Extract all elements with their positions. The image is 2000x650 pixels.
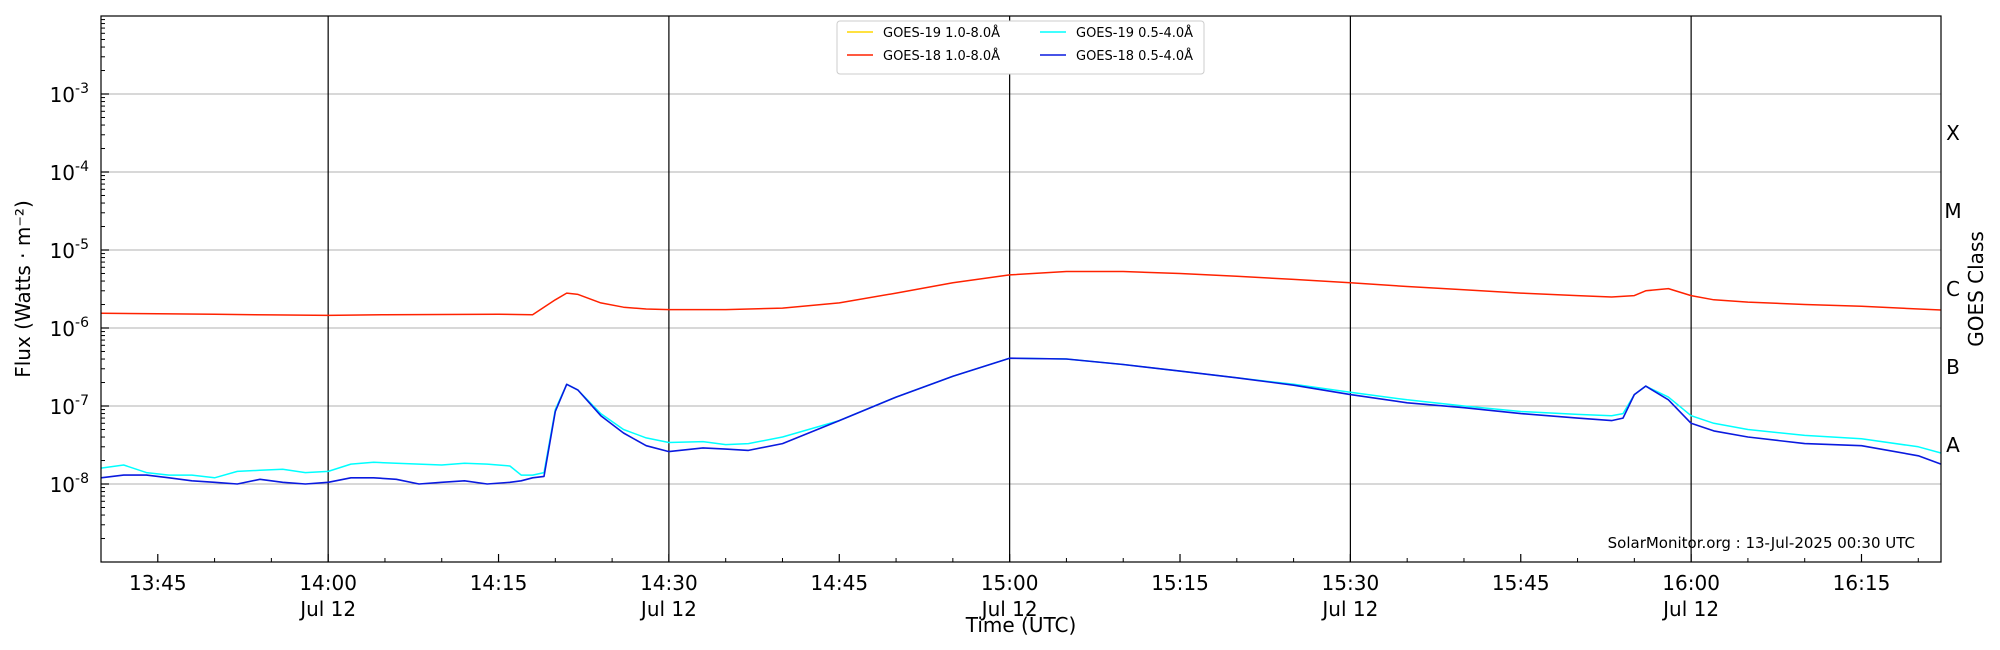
y-tick-base: 10 (50, 473, 75, 497)
x-tick-label: 16:15 (1833, 571, 1891, 595)
goes-class-label: A (1946, 433, 1960, 457)
y-tick-base: 10 (50, 317, 75, 341)
x-tick-date-label: Jul 12 (1320, 597, 1378, 621)
goes-class-label: C (1946, 277, 1960, 301)
x-tick-label: 14:45 (810, 571, 868, 595)
goes-class-label: B (1946, 355, 1960, 379)
y-tick-exponent: -6 (75, 315, 89, 331)
x-tick-date-label: Jul 12 (1661, 597, 1719, 621)
series-line (100, 357, 1942, 479)
y-tick-label: 10-7 (50, 393, 89, 419)
y-tick-label: 10-8 (50, 471, 89, 497)
plot-frame (100, 15, 1942, 563)
x-tick-date-label: Jul 12 (298, 597, 356, 621)
x-tick-date-label: Jul 12 (980, 597, 1038, 621)
series-line (100, 357, 1942, 485)
x-tick-label: 13:45 (129, 571, 187, 595)
y-tick-exponent: -8 (75, 471, 89, 487)
x-tick-label: 15:30 (1322, 571, 1380, 595)
legend-label: GOES-18 0.5-4.0Å (1076, 48, 1193, 64)
y-tick-exponent: -5 (75, 237, 89, 253)
x-tick-label: 15:00 (981, 571, 1039, 595)
y2-axis-title: GOES Class (1964, 231, 1988, 347)
x-tick-label: 14:30 (640, 571, 698, 595)
x-tick-label: 14:00 (299, 571, 357, 595)
x-tick-label: 15:15 (1151, 571, 1209, 595)
y-tick-exponent: -7 (75, 393, 89, 409)
y-tick-label: 10-3 (50, 81, 89, 107)
legend-label: GOES-19 1.0-8.0Å (883, 25, 1000, 41)
legend-label: GOES-19 0.5-4.0Å (1076, 25, 1193, 41)
x-tick-label: 15:45 (1492, 571, 1550, 595)
y-tick-base: 10 (50, 239, 75, 263)
y-tick-base: 10 (50, 83, 75, 107)
grid-layer (101, 93, 1941, 485)
goes-class-axis: A B C M X (1944, 121, 1961, 457)
y-tick-label: 10-6 (50, 315, 90, 341)
y-axis: 10-810-710-610-510-410-3 (50, 19, 109, 540)
x-tick-label: 16:00 (1662, 571, 1720, 595)
y-tick-exponent: -4 (75, 159, 89, 175)
date-boundary-lines (327, 16, 1692, 562)
y-tick-base: 10 (50, 161, 75, 185)
x-tick-label: 14:15 (470, 571, 528, 595)
goes-class-label: M (1944, 199, 1961, 223)
series-line (100, 270, 1942, 317)
x-tick-date-label: Jul 12 (639, 597, 697, 621)
y-tick-label: 10-5 (50, 237, 89, 263)
x-axis-title: Time (UTC) (965, 613, 1077, 637)
y-axis-title: Flux (Watts · m⁻²) (11, 200, 35, 378)
goes-class-label: X (1946, 121, 1960, 145)
y-tick-exponent: -3 (75, 81, 89, 97)
credit-text: SolarMonitor.org : 13-Jul-2025 00:30 UTC (1608, 534, 1915, 552)
y-tick-base: 10 (50, 395, 75, 419)
legend: GOES-19 1.0-8.0Å GOES-18 1.0-8.0Å GOES-19 … (836, 20, 1205, 75)
y-tick-label: 10-4 (50, 159, 90, 185)
legend-label: GOES-18 1.0-8.0Å (883, 48, 1000, 64)
legend-box (836, 20, 1205, 75)
plot-area (100, 270, 1942, 485)
